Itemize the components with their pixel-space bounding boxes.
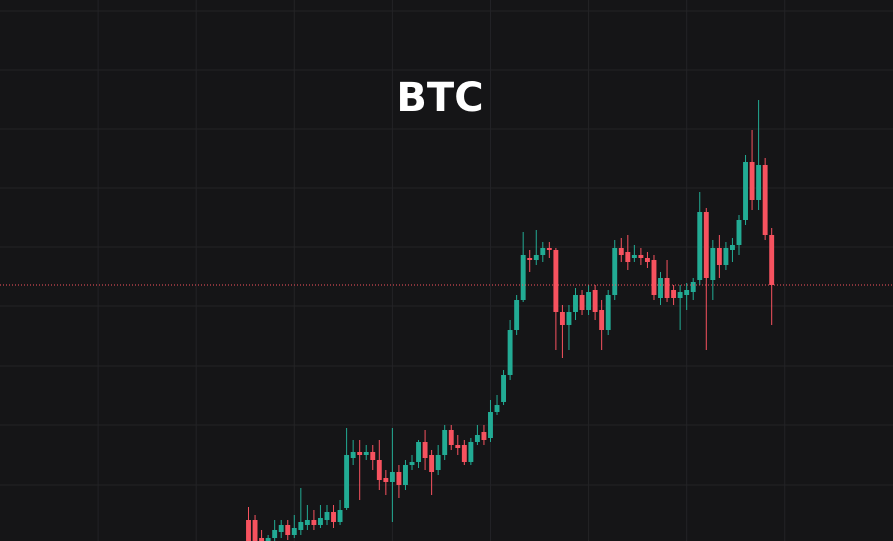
candle-body xyxy=(291,528,297,535)
candle-body xyxy=(697,212,703,280)
candle-body xyxy=(769,235,775,285)
candle-body xyxy=(677,292,683,298)
candle-body xyxy=(736,220,742,245)
candle-body xyxy=(357,452,363,455)
candle-body xyxy=(317,518,323,525)
candle-body xyxy=(703,212,709,278)
candle-body xyxy=(442,430,448,455)
candle-body xyxy=(448,430,454,445)
candle-body xyxy=(605,295,611,330)
candle-body xyxy=(265,538,271,541)
candle-body xyxy=(501,375,507,402)
candle-body xyxy=(344,455,350,508)
candle-body xyxy=(298,522,304,530)
candle-body xyxy=(651,260,657,295)
candle-body xyxy=(376,460,382,480)
candle-body xyxy=(546,248,552,250)
candle-body xyxy=(762,165,768,235)
candle-body xyxy=(468,442,474,462)
candle-body xyxy=(474,435,480,442)
candle-body xyxy=(488,412,493,438)
candle-body xyxy=(592,290,598,312)
candle-body xyxy=(573,295,578,312)
candle-body xyxy=(494,405,500,412)
candle-body xyxy=(429,455,435,472)
candle-body xyxy=(566,312,572,325)
candle-body xyxy=(540,248,546,255)
candle-body xyxy=(684,290,690,295)
candle-body xyxy=(756,165,762,200)
candle-body xyxy=(435,455,441,470)
candle-body xyxy=(370,452,376,460)
candle-body xyxy=(350,452,356,458)
candle-body xyxy=(586,292,592,310)
candle-body xyxy=(520,255,526,300)
candle-body xyxy=(246,520,251,541)
candle-body xyxy=(716,248,722,265)
candle-body xyxy=(644,258,650,262)
candle-body xyxy=(729,245,735,250)
candle-body xyxy=(658,278,663,298)
candle-body xyxy=(337,510,343,522)
candle-body xyxy=(514,300,520,330)
candle-body xyxy=(671,290,677,298)
candle-body xyxy=(311,520,317,525)
candle-body xyxy=(579,295,585,310)
candle-body xyxy=(403,465,408,485)
candle-body xyxy=(612,248,618,295)
candle-body xyxy=(252,520,258,541)
candle-body xyxy=(272,530,278,538)
candle-body xyxy=(363,452,369,455)
candle-body xyxy=(324,512,330,520)
candle-body xyxy=(618,248,624,255)
candle-body xyxy=(331,512,336,522)
chart-title: BTC xyxy=(396,75,483,121)
candle-body xyxy=(690,282,696,292)
candle-body xyxy=(481,432,487,440)
candle-body xyxy=(461,445,467,462)
candle-body xyxy=(396,472,402,485)
candle-body xyxy=(416,442,421,462)
candle-body xyxy=(664,278,670,298)
candle-body xyxy=(527,258,533,260)
candle-body xyxy=(723,248,729,265)
candle-body xyxy=(710,248,716,280)
candle-body xyxy=(625,252,631,262)
candle-body xyxy=(638,255,644,258)
candle-body xyxy=(285,525,291,535)
candle-body xyxy=(507,330,513,375)
candle-body xyxy=(749,162,755,200)
candle-body xyxy=(422,442,428,458)
candle-body xyxy=(278,525,284,532)
candle-body xyxy=(533,255,539,260)
candle-body xyxy=(304,520,310,525)
candle-body xyxy=(743,162,748,220)
candle-body xyxy=(455,445,461,448)
candle-body xyxy=(599,310,605,330)
candle-body xyxy=(559,312,565,325)
candle-body xyxy=(409,462,415,465)
candle-body xyxy=(383,478,389,482)
candle-body xyxy=(389,472,395,482)
candle-body xyxy=(553,250,559,312)
candle-body xyxy=(631,255,637,258)
candle-body xyxy=(259,538,265,541)
